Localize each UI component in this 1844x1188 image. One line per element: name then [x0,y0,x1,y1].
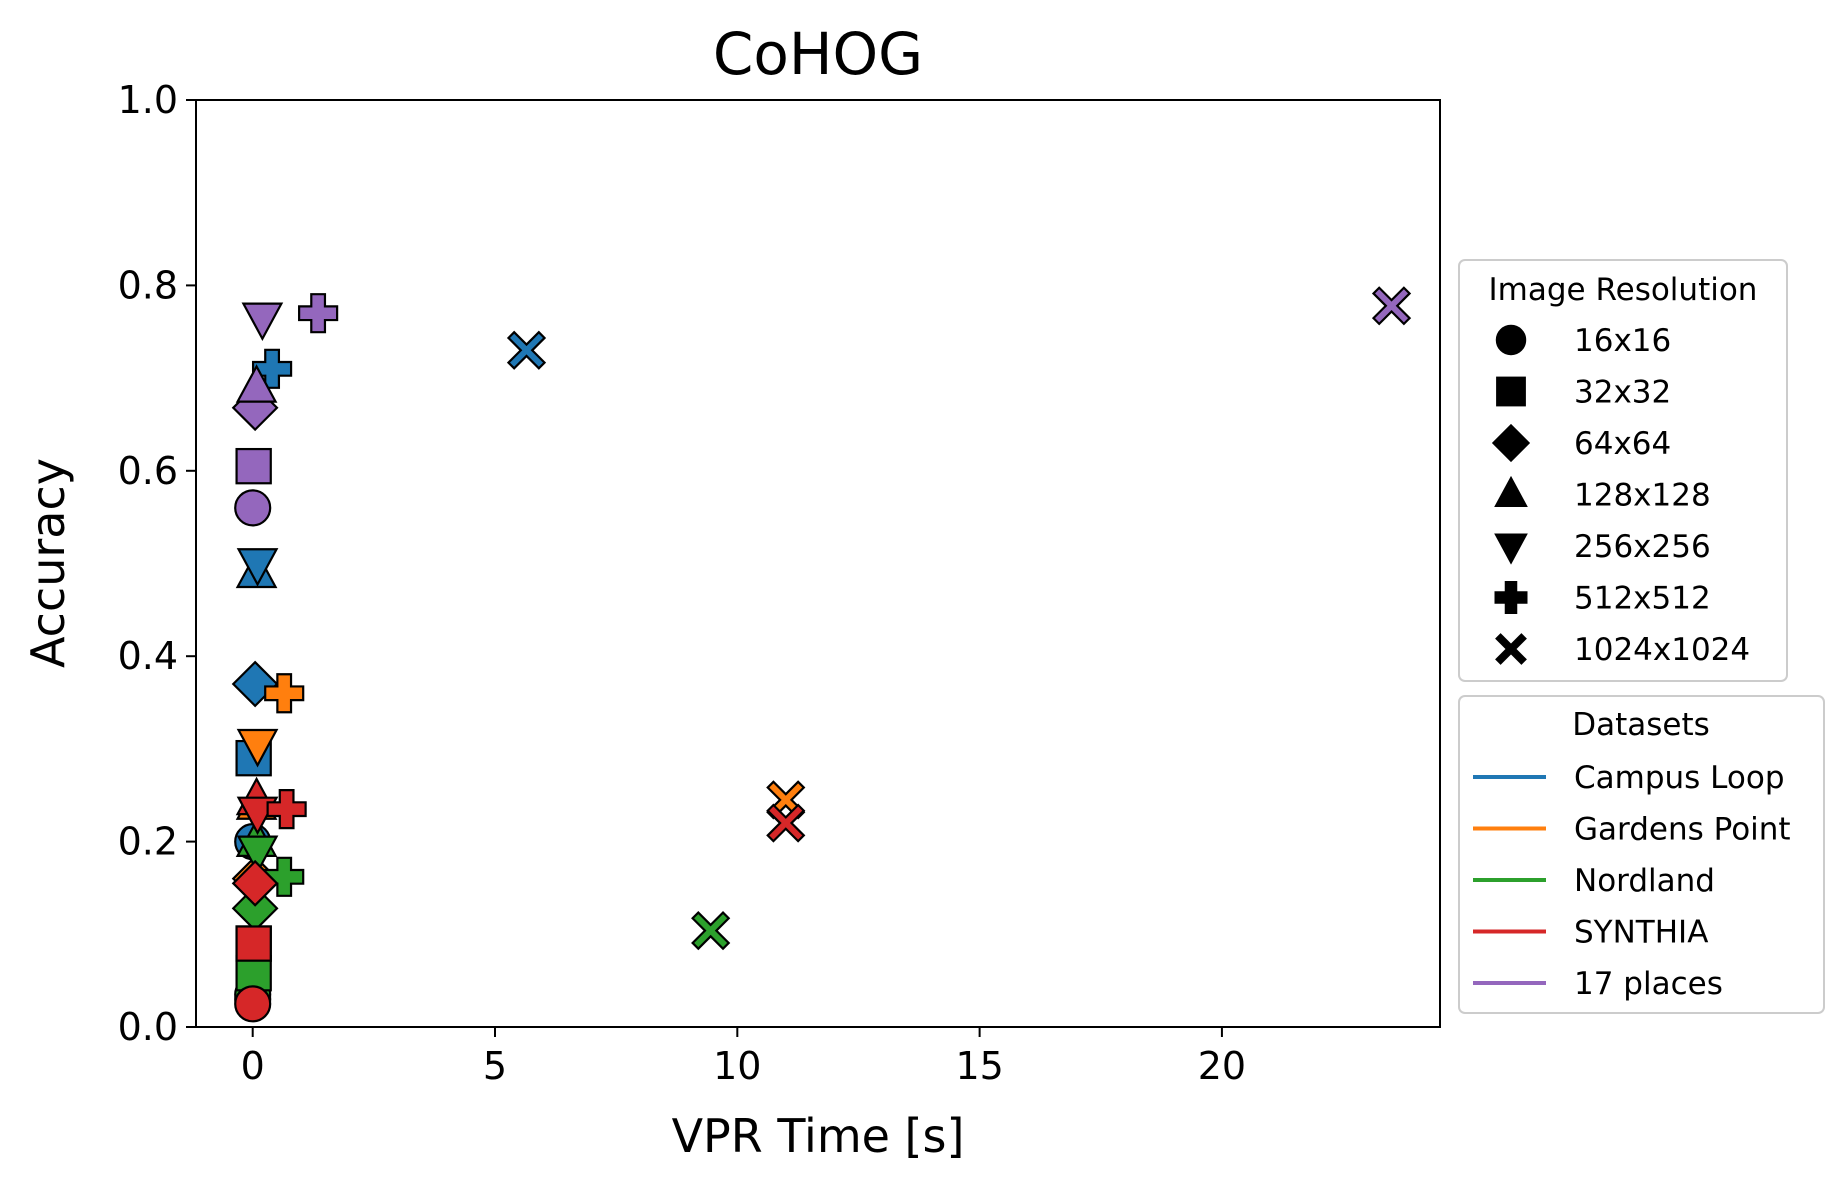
legend-label: 1024x1024 [1574,632,1750,668]
data-points [231,286,1412,1023]
y-tick-label: 0.2 [118,820,178,864]
x-tick-label: 15 [955,1044,1003,1088]
point-gardens-point-256x256 [236,728,279,768]
legend-marker-triangle-up [1494,475,1528,507]
legend-marker-circle [1495,324,1527,356]
y-tick-label: 0.6 [118,449,178,493]
x-axis-label: VPR Time [s] [672,1109,965,1163]
x-tick-label: 20 [1198,1044,1246,1088]
legend-datasets: Datasets Campus Loop Gardens Point Nordlan… [1458,695,1825,1014]
legend-label: Nordland [1574,863,1715,899]
legend-box [1458,695,1825,1014]
point-campus-loop-512x512 [251,348,293,389]
legend-image-resolution: Image Resolution 16x16 32x32 64x64 128x128 2… [1458,259,1788,682]
point-synthia-512x512 [266,789,307,830]
point-synthia-1024x1024 [766,803,806,843]
y-tick-label: 0.4 [118,634,178,678]
chart-title: CoHOG [713,20,923,88]
legend-box [1458,259,1788,682]
y-tick-label: 0.0 [118,1005,178,1049]
legend-label: 128x128 [1574,478,1711,514]
x-tick-label: 10 [713,1044,761,1088]
y-tick-label: 1.0 [118,78,178,122]
point-nordland-32x32 [235,955,272,992]
y-axis-label: Accuracy [21,458,75,668]
legend-label: 256x256 [1574,529,1711,565]
x-tick-label: 5 [483,1044,507,1088]
point-campus-loop-256x256 [236,548,279,587]
point-synthia-64x64 [231,859,279,907]
y-tick-label: 0.8 [118,263,178,307]
legend-title: Datasets [1572,707,1710,743]
legend-marker-triangle-down [1494,533,1528,565]
point-synthia-32x32 [235,925,272,962]
y-axis: 0.0 0.2 0.4 0.6 0.8 1.0 [118,78,196,1049]
legend-marker-diamond [1491,423,1531,463]
point-17-places-128x128 [235,364,278,403]
legend-marker-x [1495,633,1527,665]
legend-label: Gardens Point [1574,812,1791,848]
legend-label: 32x32 [1574,375,1671,411]
point-17-places-1024x1024 [1371,286,1412,326]
plot-frame [195,99,1441,1028]
legend-label: Campus Loop [1574,760,1785,796]
point-campus-loop-64x64 [231,660,279,708]
point-campus-loop-1024x1024 [506,330,547,370]
point-17-places-32x32 [235,447,272,485]
x-tick-label: 0 [241,1044,265,1088]
point-17-places-16x16 [234,489,272,527]
legend-label: 17 places [1574,966,1723,1002]
point-17-places-512x512 [298,293,339,334]
point-nordland-256x256 [236,835,279,875]
point-synthia-16x16 [234,985,272,1023]
legend-label: 512x512 [1574,581,1711,617]
legend-title: Image Resolution [1489,272,1758,308]
legend-marker-square [1496,376,1526,407]
legend-label: SYNTHIA [1574,915,1708,951]
legend-label: 16x16 [1574,323,1671,359]
legend-label: 64x64 [1574,426,1671,462]
point-17-places-256x256 [241,302,284,342]
point-nordland-512x512 [264,856,305,897]
point-gardens-point-512x512 [264,673,305,714]
x-axis: 0 5 10 15 20 [241,1027,1246,1088]
legend-marker-plus [1494,581,1528,614]
point-nordland-1024x1024 [691,910,731,951]
